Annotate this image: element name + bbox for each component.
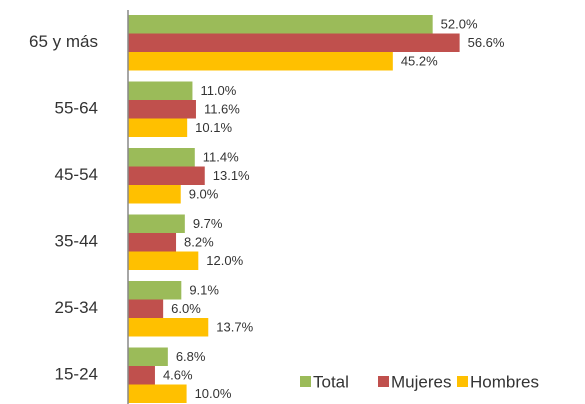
- bar: [128, 214, 185, 233]
- category-label: 35-44: [55, 232, 98, 251]
- legend-label: Mujeres: [391, 372, 451, 391]
- value-label: 9.1%: [189, 283, 219, 298]
- bar: [128, 384, 187, 403]
- bar: [128, 118, 188, 137]
- value-label: 9.7%: [193, 216, 223, 231]
- value-label: 12.0%: [206, 253, 243, 268]
- bar: [128, 233, 177, 252]
- legend-swatch: [378, 376, 389, 387]
- bar: [128, 166, 205, 185]
- bar: [128, 185, 181, 204]
- legend-label: Total: [313, 372, 349, 391]
- bar: [128, 52, 393, 71]
- value-label: 4.6%: [163, 368, 193, 383]
- value-label: 8.2%: [184, 235, 214, 250]
- category-label: 25-34: [55, 298, 98, 317]
- bar: [128, 281, 182, 300]
- value-label: 45.2%: [401, 54, 438, 69]
- category-label: 15-24: [55, 365, 98, 384]
- bar: [128, 33, 460, 52]
- value-label: 11.0%: [200, 83, 236, 98]
- value-label: 52.0%: [441, 17, 478, 32]
- bar: [128, 100, 196, 119]
- bar: [128, 299, 164, 318]
- category-label: 55-64: [55, 99, 98, 118]
- value-label: 13.7%: [216, 320, 253, 335]
- value-label: 10.1%: [195, 120, 232, 135]
- legend-label: Hombres: [470, 372, 539, 391]
- value-label: 11.6%: [204, 102, 240, 117]
- value-label: 9.0%: [189, 187, 219, 202]
- legend-swatch: [457, 376, 468, 387]
- value-label: 6.0%: [171, 301, 201, 316]
- bar: [128, 81, 193, 100]
- value-label: 10.0%: [195, 386, 232, 401]
- bar: [128, 251, 199, 270]
- bar: [128, 15, 433, 34]
- value-label: 11.4%: [203, 150, 239, 165]
- bar: [128, 148, 195, 167]
- category-label: 65 y más: [29, 32, 98, 51]
- bar: [128, 318, 209, 337]
- value-label: 13.1%: [213, 168, 250, 183]
- value-label: 56.6%: [468, 35, 505, 50]
- legend-swatch: [300, 376, 311, 387]
- bar: [128, 366, 155, 385]
- category-label: 45-54: [55, 165, 98, 184]
- value-label: 6.8%: [176, 349, 206, 364]
- bar: [128, 347, 168, 366]
